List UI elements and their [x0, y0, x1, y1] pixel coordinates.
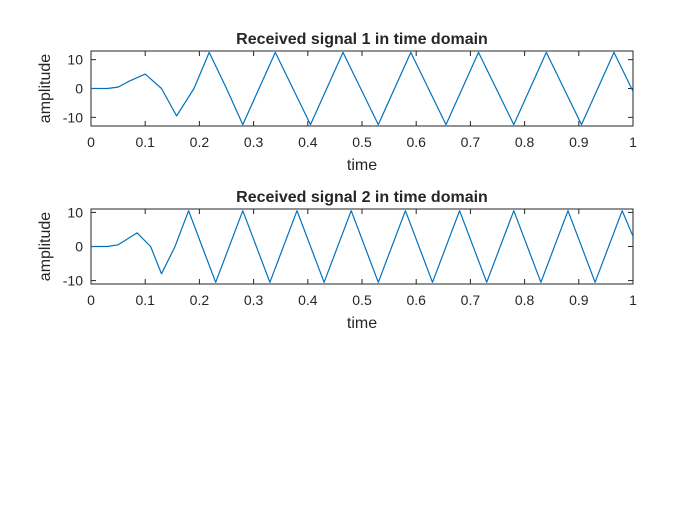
x-tick-label: 0.8: [515, 134, 535, 150]
x-tick-label: 0.7: [461, 134, 481, 150]
subplot-1: 0 0.1 0.2 0.3 0.4 0.5 0.6 0.7 0.8 0.9 1-10010Recei…: [37, 31, 637, 174]
x-tick-label: 0.2: [190, 292, 210, 308]
chart-title: Received signal 2 in time domain: [236, 189, 488, 206]
y-tick-label: 10: [67, 204, 83, 220]
x-tick-label: 0.4: [298, 292, 318, 308]
x-tick-label: 0.4: [298, 134, 318, 150]
x-tick-label: 0.5: [352, 134, 372, 150]
x-tick-label: 0.9: [569, 134, 589, 150]
x-tick-label: 0.8: [515, 292, 535, 308]
signal-line: [91, 51, 633, 126]
y-tick-label: 0: [75, 239, 83, 255]
signal-line: [91, 210, 633, 283]
y-axis-label: amplitude: [37, 54, 54, 123]
axes-box: [90, 208, 634, 285]
chart-title: Received signal 1 in time domain: [236, 31, 488, 48]
x-tick-label: 0.7: [461, 292, 481, 308]
x-tick-label: 0: [87, 292, 95, 308]
x-tick-label: 0.1: [135, 134, 155, 150]
x-tick-label: 0.3: [244, 134, 264, 150]
x-tick-label: 0.9: [569, 292, 589, 308]
x-tick-label: 0.3: [244, 292, 264, 308]
x-tick-label: 0.6: [406, 134, 426, 150]
x-tick-label: 0.1: [135, 292, 155, 308]
y-tick-label: 10: [67, 52, 83, 68]
x-tick-label: 0.6: [406, 292, 426, 308]
y-tick-label: -10: [63, 109, 83, 125]
x-tick-label: 1: [629, 134, 637, 150]
axes-box: [90, 50, 634, 127]
x-axis-label: time: [347, 315, 377, 332]
x-axis-label: time: [347, 157, 377, 174]
y-tick-label: -10: [63, 273, 83, 289]
y-tick-label: 0: [75, 81, 83, 97]
subplot-2: 0 0.1 0.2 0.3 0.4 0.5 0.6 0.7 0.8 0.9 1-10010Recei…: [37, 189, 637, 332]
x-tick-label: 0: [87, 134, 95, 150]
x-tick-label: 0.5: [352, 292, 372, 308]
y-axis-label: amplitude: [37, 212, 54, 281]
x-tick-label: 0.2: [190, 134, 210, 150]
x-tick-label: 1: [629, 292, 637, 308]
